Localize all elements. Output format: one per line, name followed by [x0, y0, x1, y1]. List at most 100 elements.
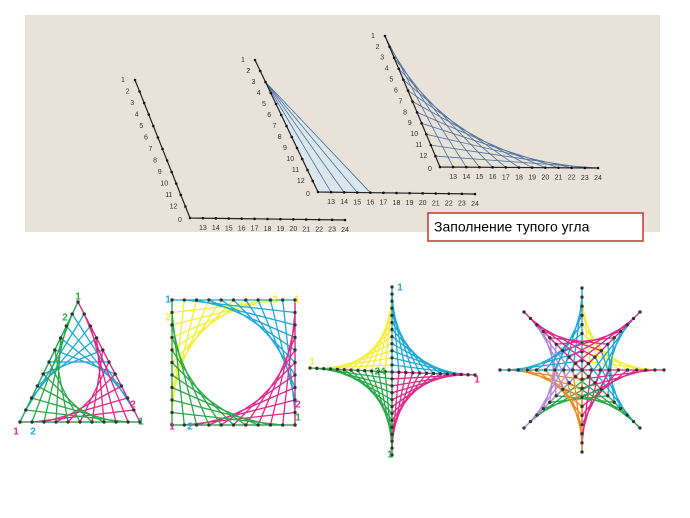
nail: [631, 419, 636, 424]
thread: [545, 324, 583, 371]
point: [170, 170, 173, 174]
thread: [43, 397, 128, 423]
nail: [580, 286, 584, 290]
thread: [607, 337, 615, 396]
nail: [607, 368, 611, 372]
point: [411, 100, 414, 103]
nail: [397, 370, 401, 374]
nail: [580, 331, 584, 336]
thread: [581, 311, 641, 371]
nail: [593, 355, 597, 359]
point-label: 10: [286, 156, 294, 163]
point-label: 22: [568, 175, 576, 182]
nail: [562, 368, 566, 372]
thread: [518, 351, 583, 371]
point-label: 5: [262, 101, 266, 108]
nail: [170, 298, 174, 302]
thread: [549, 395, 608, 403]
nail: [554, 342, 558, 346]
thread: [389, 46, 467, 168]
figure-label: 2: [130, 400, 136, 411]
point: [152, 124, 155, 128]
point: [156, 136, 160, 139]
point: [138, 90, 141, 93]
nail: [170, 310, 174, 315]
nail: [459, 372, 463, 377]
thread: [545, 369, 583, 416]
nail: [195, 298, 199, 302]
thread: [184, 411, 296, 426]
point: [240, 217, 243, 220]
nail: [66, 420, 70, 424]
nail: [452, 372, 456, 376]
thread: [265, 81, 345, 193]
nail: [580, 295, 584, 299]
point: [420, 122, 423, 125]
point: [179, 193, 183, 197]
nail: [606, 342, 610, 346]
point-label: 14: [340, 199, 348, 206]
nail: [349, 368, 353, 372]
nail: [64, 324, 68, 328]
point-label: 11: [415, 142, 422, 149]
figure-label: 1: [75, 292, 81, 303]
point: [478, 165, 481, 169]
point-label: 23: [581, 175, 589, 182]
point: [504, 166, 508, 169]
nail: [231, 423, 236, 427]
point: [264, 80, 267, 84]
point-label: 4: [257, 90, 261, 97]
point: [184, 205, 187, 208]
thread: [233, 299, 296, 363]
point-label: 4: [135, 111, 139, 118]
point: [583, 166, 587, 170]
nail: [390, 320, 394, 325]
point-label: 0: [306, 191, 310, 198]
nail: [580, 377, 584, 381]
point-label: 7: [399, 98, 403, 105]
nail: [328, 367, 333, 371]
figure-label: 2: [62, 313, 68, 324]
point: [304, 218, 308, 221]
point-label: 2: [126, 88, 130, 95]
nail: [390, 384, 394, 388]
point: [415, 111, 419, 114]
point: [596, 166, 600, 170]
point-label: 8: [153, 157, 157, 164]
thread: [581, 333, 628, 371]
figure-label: 2: [30, 427, 36, 438]
nail: [390, 349, 394, 353]
point-label: 13: [449, 174, 457, 181]
point-label: 1: [121, 77, 125, 84]
point-label: 24: [471, 201, 479, 208]
nail: [268, 423, 272, 427]
thread: [196, 399, 296, 426]
thread: [581, 306, 601, 371]
nail: [293, 385, 297, 390]
nail: [219, 423, 223, 427]
point: [408, 191, 411, 195]
nail: [47, 360, 51, 364]
point-label: 0: [428, 166, 432, 173]
point: [330, 218, 334, 222]
point-label: 19: [277, 226, 285, 233]
nail: [78, 420, 82, 424]
thread: [594, 324, 628, 384]
point-label: 1: [371, 33, 375, 40]
nail: [390, 446, 394, 450]
point-label: 22: [445, 201, 453, 208]
nail: [18, 420, 22, 424]
nail: [390, 453, 394, 457]
point: [295, 146, 299, 150]
nail: [548, 400, 552, 404]
point: [460, 192, 464, 196]
point: [269, 91, 273, 95]
thread: [536, 324, 596, 358]
thread: [568, 382, 628, 416]
thread: [581, 324, 619, 371]
nail: [580, 304, 584, 308]
nail: [390, 425, 394, 429]
nail: [390, 411, 394, 416]
point-label: 22: [315, 227, 323, 234]
nail: [315, 366, 319, 370]
